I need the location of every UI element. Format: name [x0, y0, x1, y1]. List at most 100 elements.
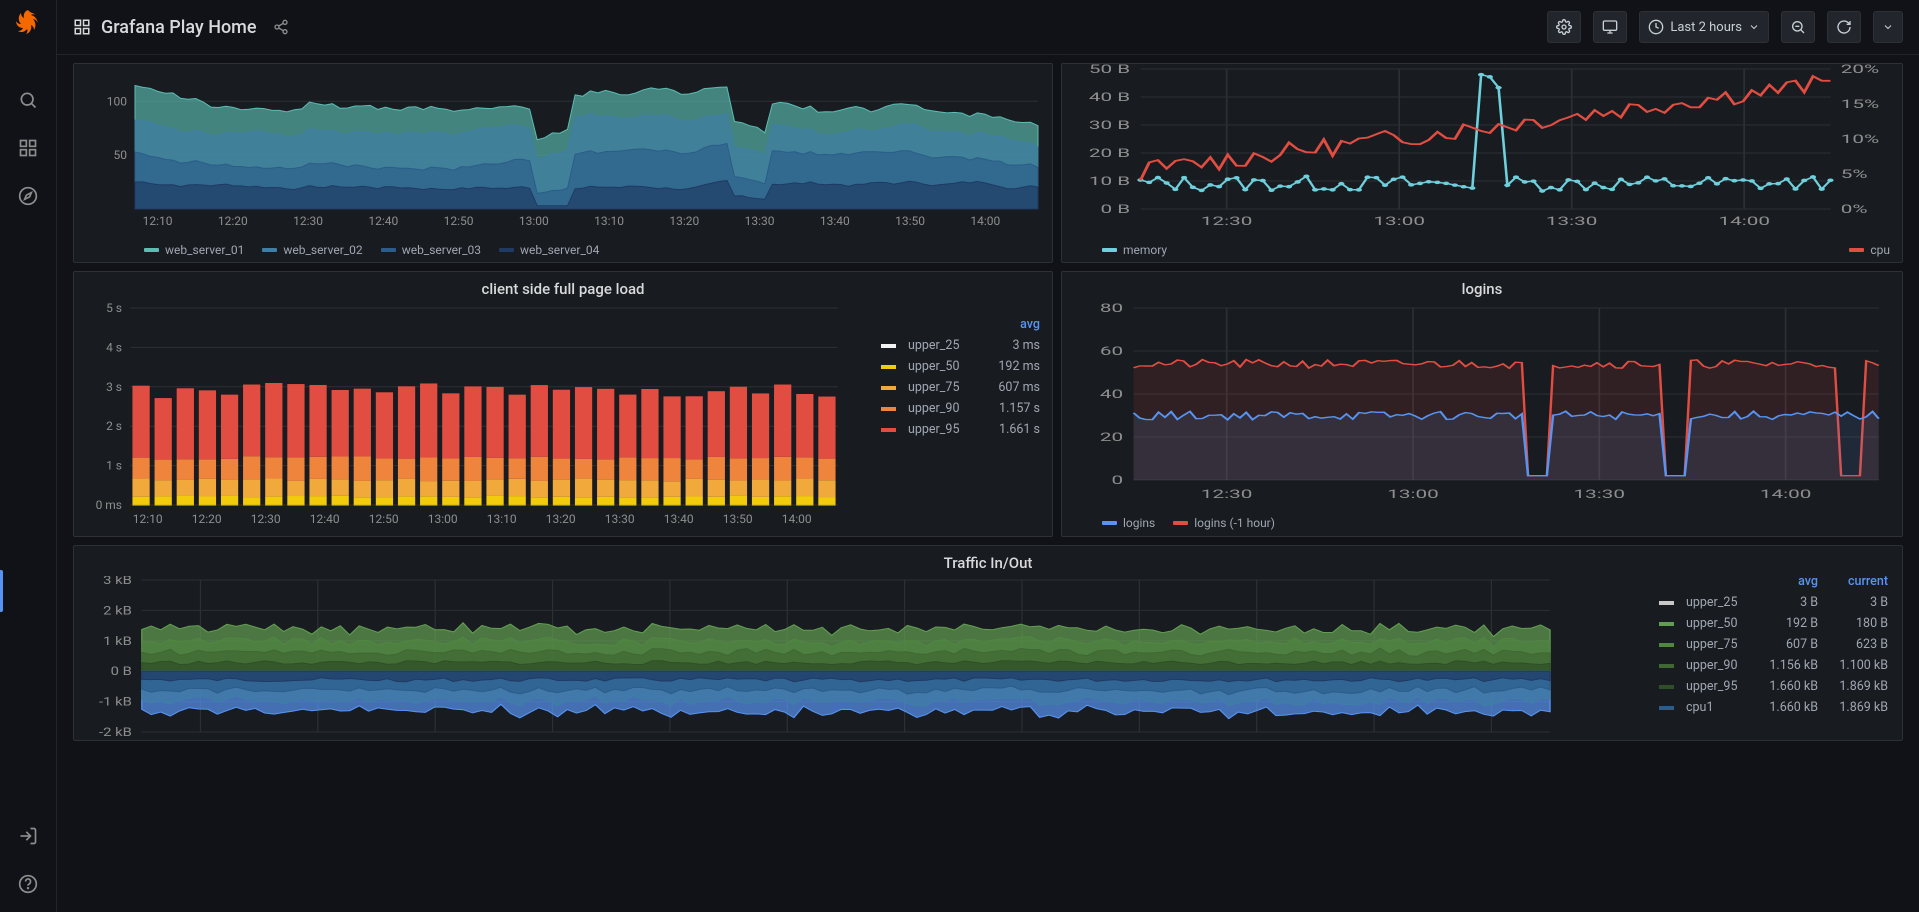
time-range-label: Last 2 hours [1670, 20, 1742, 35]
svg-text:13:30: 13:30 [1546, 214, 1598, 228]
legend-item[interactable]: upper_901.157 s [881, 401, 1040, 416]
signin-icon[interactable] [8, 816, 48, 856]
svg-text:80: 80 [1100, 302, 1123, 316]
svg-text:13:50: 13:50 [723, 512, 753, 526]
legend-item[interactable]: web_server_04 [499, 243, 599, 257]
chevron-down-icon [1748, 21, 1760, 33]
svg-text:4 s: 4 s [106, 340, 122, 354]
legend-item[interactable]: logins [1102, 516, 1155, 530]
svg-text:13:40: 13:40 [820, 214, 850, 228]
dashboards-icon[interactable] [8, 128, 48, 168]
legend-item[interactable]: upper_951.661 s [881, 422, 1040, 437]
topbar: Grafana Play Home Last 2 hours [57, 0, 1919, 55]
svg-text:0 ms: 0 ms [96, 498, 122, 512]
settings-button[interactable] [1547, 11, 1581, 43]
sidebar-nav [0, 0, 57, 912]
clock-icon [1648, 19, 1664, 35]
svg-text:13:50: 13:50 [895, 214, 925, 228]
svg-text:3 s: 3 s [106, 380, 122, 394]
legend-item[interactable]: cpu11.660 kB1.869 kB [1659, 700, 1888, 715]
svg-text:13:40: 13:40 [664, 512, 694, 526]
legend-item[interactable]: upper_50192 ms [881, 359, 1040, 374]
refresh-icon [1836, 19, 1852, 35]
panel-pageload[interactable]: client side full page load 0 ms1 s2 s3 s… [73, 271, 1053, 537]
svg-text:12:30: 12:30 [293, 214, 323, 228]
svg-text:-2 kB: -2 kB [99, 725, 132, 736]
sidebar-active-indicator [0, 570, 3, 612]
svg-text:13:00: 13:00 [519, 214, 549, 228]
svg-text:12:10: 12:10 [143, 214, 173, 228]
refresh-button[interactable] [1827, 11, 1861, 43]
svg-text:13:10: 13:10 [594, 214, 624, 228]
panel-title: Traffic In/Out [74, 546, 1902, 576]
monitor-icon [1602, 19, 1618, 35]
legend-item[interactable]: web_server_03 [381, 243, 481, 257]
svg-text:12:30: 12:30 [251, 512, 281, 526]
svg-text:10%: 10% [1841, 132, 1879, 146]
svg-text:10 B: 10 B [1089, 174, 1130, 188]
legend-item[interactable]: upper_75607 ms [881, 380, 1040, 395]
chevron-down-icon [1882, 21, 1894, 33]
svg-text:13:20: 13:20 [546, 512, 576, 526]
tv-mode-button[interactable] [1593, 11, 1627, 43]
svg-text:13:30: 13:30 [605, 512, 635, 526]
legend-item[interactable]: upper_253 B3 B [1659, 595, 1888, 610]
legend-item[interactable]: upper_253 ms [881, 338, 1040, 353]
svg-text:50: 50 [114, 148, 128, 162]
svg-text:2 s: 2 s [106, 419, 122, 433]
grafana-logo[interactable] [12, 8, 44, 40]
breadcrumb[interactable]: Grafana Play Home [73, 17, 289, 38]
svg-text:20%: 20% [1841, 64, 1879, 77]
svg-text:14:00: 14:00 [1718, 214, 1770, 228]
svg-text:12:30: 12:30 [1201, 214, 1253, 228]
svg-text:1 kB: 1 kB [103, 634, 132, 648]
refresh-interval-button[interactable] [1873, 11, 1903, 43]
panel-webservers[interactable]: 5010012:1012:2012:3012:4012:5013:0013:10… [73, 63, 1053, 263]
gear-icon [1556, 19, 1572, 35]
legend-item[interactable]: logins (-1 hour) [1173, 516, 1275, 530]
svg-text:0: 0 [1112, 473, 1124, 487]
svg-text:13:10: 13:10 [487, 512, 517, 526]
svg-text:13:20: 13:20 [669, 214, 699, 228]
search-icon[interactable] [8, 80, 48, 120]
panel-memory-cpu[interactable]: 0 B10 B20 B30 B40 B50 B0%5%10%15%20%12:3… [1061, 63, 1903, 263]
legend-item[interactable]: upper_951.660 kB1.869 kB [1659, 679, 1888, 694]
svg-text:13:00: 13:00 [1373, 214, 1425, 228]
svg-text:0 B: 0 B [1100, 202, 1130, 216]
svg-text:14:00: 14:00 [970, 214, 1000, 228]
svg-text:13:00: 13:00 [1387, 487, 1439, 501]
svg-text:-1 kB: -1 kB [99, 695, 132, 709]
svg-text:100: 100 [107, 94, 127, 108]
legend-item[interactable]: upper_75607 B623 B [1659, 637, 1888, 652]
svg-text:60: 60 [1100, 344, 1123, 358]
explore-icon[interactable] [8, 176, 48, 216]
legend-item[interactable]: upper_901.156 kB1.100 kB [1659, 658, 1888, 673]
help-icon[interactable] [8, 864, 48, 904]
zoom-out-icon [1790, 19, 1806, 35]
svg-text:14:00: 14:00 [782, 512, 812, 526]
svg-text:12:20: 12:20 [192, 512, 222, 526]
svg-text:40 B: 40 B [1089, 90, 1130, 104]
svg-text:30 B: 30 B [1089, 118, 1130, 132]
legend-item[interactable]: cpu [1849, 243, 1890, 257]
svg-text:50 B: 50 B [1089, 64, 1130, 77]
time-range-picker[interactable]: Last 2 hours [1639, 11, 1769, 43]
svg-text:12:20: 12:20 [218, 214, 248, 228]
svg-text:15%: 15% [1841, 97, 1879, 111]
zoom-out-button[interactable] [1781, 11, 1815, 43]
svg-text:12:50: 12:50 [369, 512, 399, 526]
svg-text:12:40: 12:40 [310, 512, 340, 526]
svg-text:13:30: 13:30 [1574, 487, 1626, 501]
legend-item[interactable]: web_server_01 [144, 243, 244, 257]
legend-item[interactable]: memory [1102, 243, 1167, 257]
svg-text:14:00: 14:00 [1760, 487, 1812, 501]
share-icon[interactable] [273, 19, 289, 35]
legend-item[interactable]: web_server_02 [262, 243, 362, 257]
svg-text:3 kB: 3 kB [103, 576, 132, 588]
panel-logins[interactable]: logins 02040608012:3013:0013:3014:00 log… [1061, 271, 1903, 537]
panel-traffic[interactable]: Traffic In/Out -2 kB-1 kB0 B1 kB2 kB3 kB… [73, 545, 1903, 741]
svg-text:5 s: 5 s [106, 302, 122, 315]
legend-item[interactable]: upper_50192 B180 B [1659, 616, 1888, 631]
panel-title: logins [1062, 272, 1902, 302]
svg-text:12:40: 12:40 [368, 214, 398, 228]
